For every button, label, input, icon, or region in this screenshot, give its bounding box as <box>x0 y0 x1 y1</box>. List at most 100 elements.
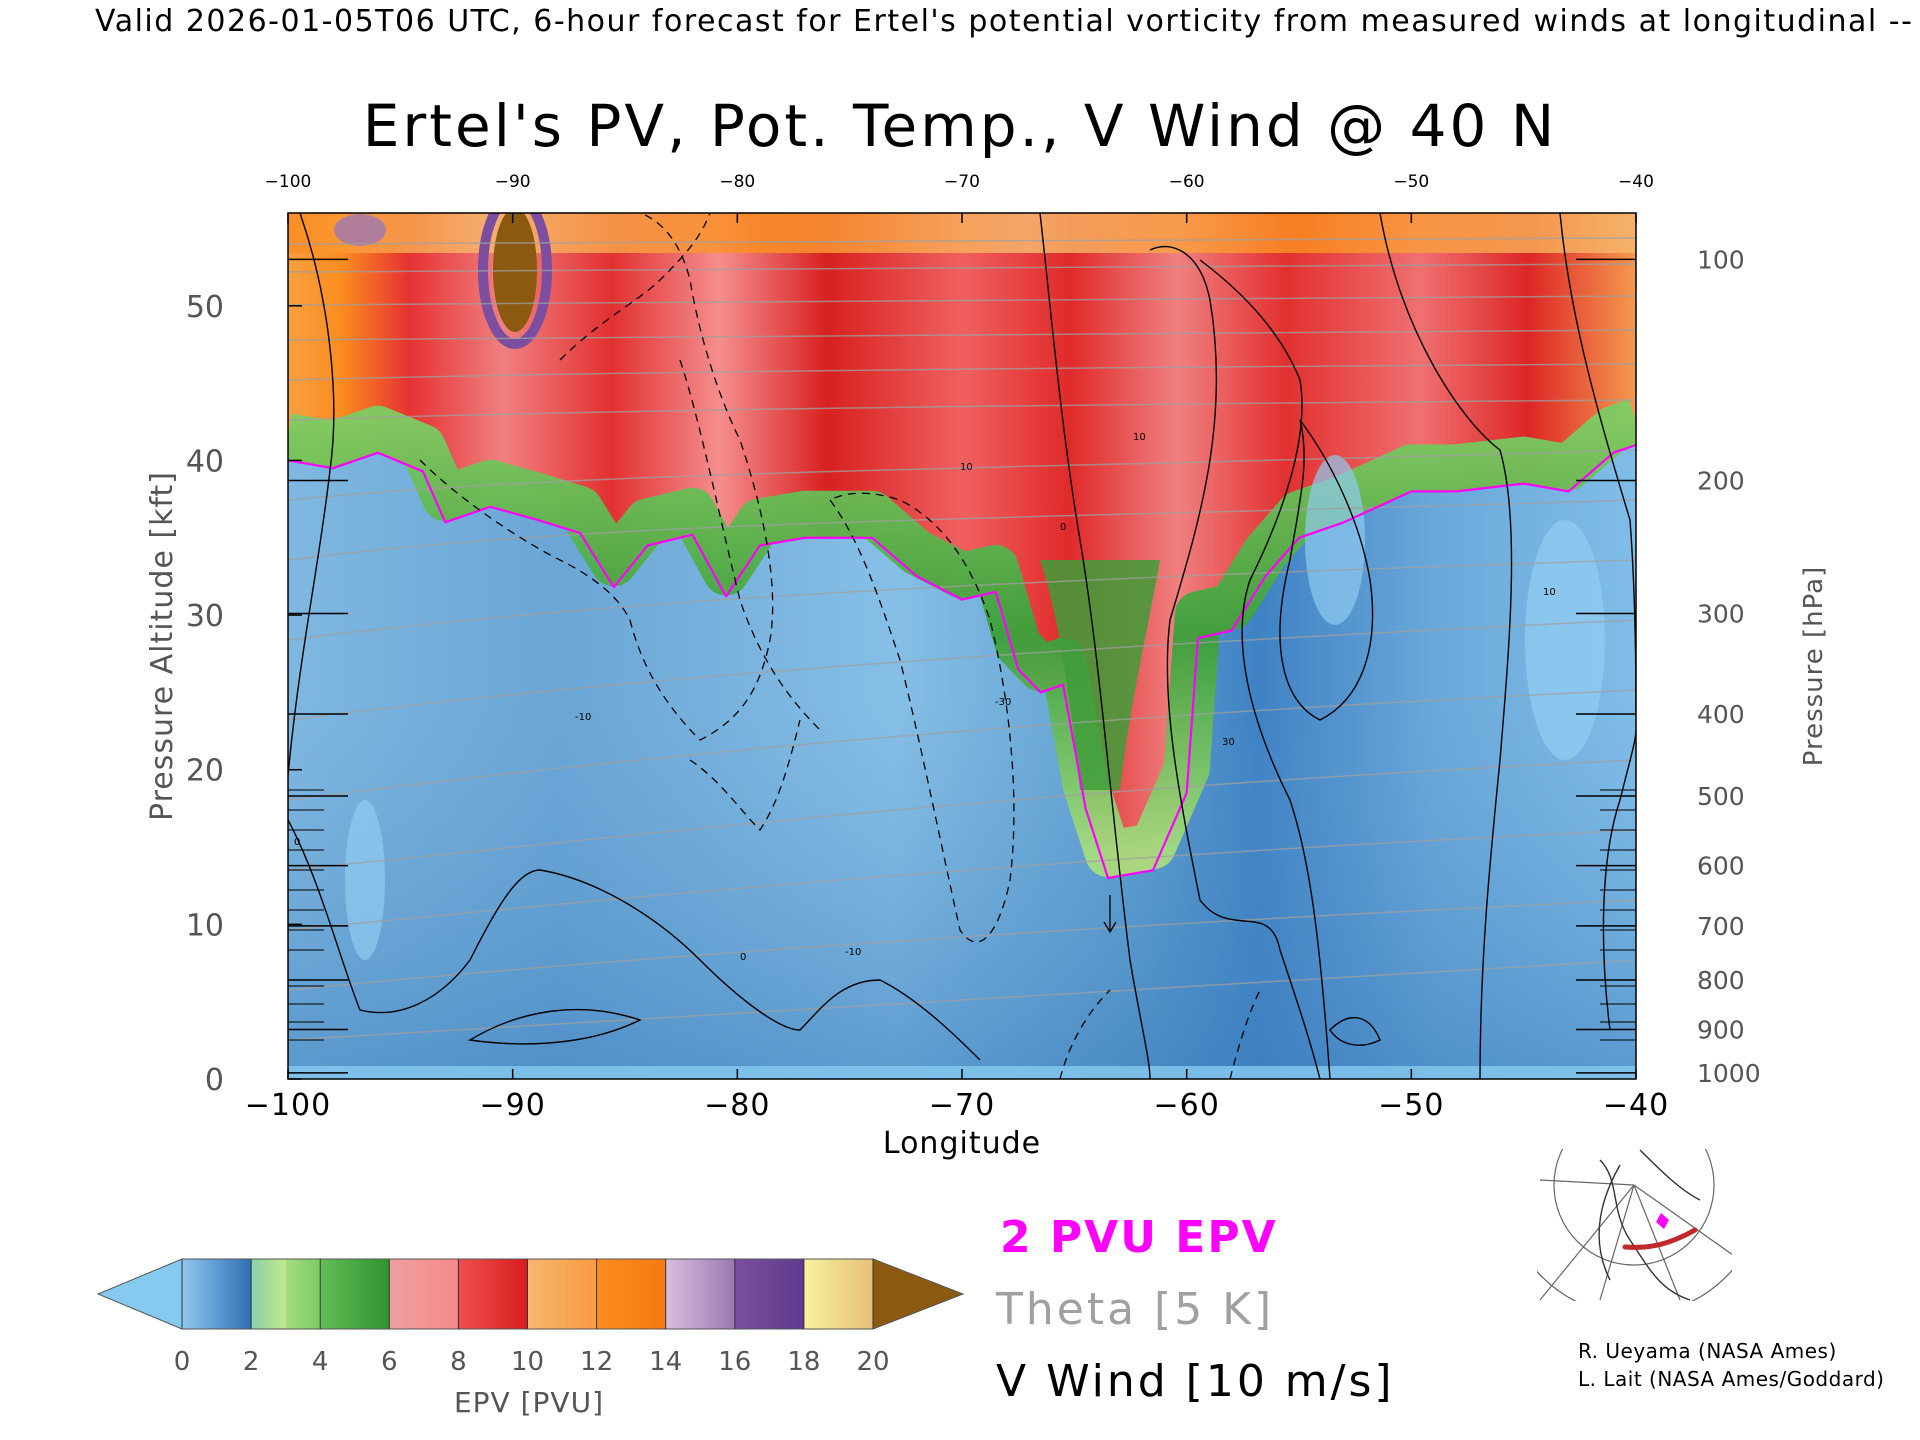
x-tick-label: −100 <box>245 1088 331 1123</box>
colorbar-bin <box>596 1259 666 1329</box>
x-tick-label: −50 <box>1378 1088 1444 1123</box>
fold-green-core <box>1040 560 1160 790</box>
legend-vwind: V Wind [10 m/s] <box>996 1356 1395 1407</box>
lower-troposphere-shade <box>288 700 1636 1079</box>
plot-frame <box>287 212 1637 1080</box>
pressure-axis-label: Pressure [hPa] <box>1799 566 1829 767</box>
colorbar-bin <box>458 1259 528 1329</box>
svg-text:30: 30 <box>1222 737 1235 748</box>
map-meridians <box>1539 1179 1732 1301</box>
credit-line-1: R. Ueyama (NASA Ames) <box>1578 1339 1837 1363</box>
legend-theta: Theta [5 K] <box>996 1284 1275 1335</box>
x-tick-label: −60 <box>1154 1088 1220 1123</box>
credit-line-2: L. Lait (NASA Ames/Goddard) <box>1578 1367 1885 1391</box>
colorbar-tick-labels: 0 2 4 6 8 10 12 14 16 18 20 <box>174 1259 890 1377</box>
svg-text:0: 0 <box>1060 522 1066 533</box>
svg-text:0: 0 <box>294 837 300 848</box>
svg-text:0: 0 <box>740 952 746 963</box>
colorbar-tick-label: 2 <box>243 1347 260 1377</box>
colorbar-tick-label: 12 <box>580 1347 613 1377</box>
y-tick-label: 10 <box>186 908 224 943</box>
pressure-tick-label: 300 <box>1697 600 1745 629</box>
pv-2pvu-contour <box>288 443 1636 880</box>
x-tick-label-top: −40 <box>1618 172 1654 192</box>
x-tick-label: −90 <box>480 1088 546 1123</box>
colorbar-bin <box>251 1259 286 1329</box>
wind-contour-labels: 0 0 0 10 10 30 10 -30 -10 -10 <box>294 432 1556 963</box>
map-latitude-circle <box>1553 1149 1715 1266</box>
svg-text:10: 10 <box>1543 587 1556 598</box>
pressure-tick-label: 100 <box>1697 245 1745 274</box>
wind-contours-negative <box>419 213 1261 1079</box>
colorbar-tick-label: 16 <box>718 1347 751 1377</box>
colorbar-tick-label: 18 <box>787 1347 820 1377</box>
x-tick-label-top: −50 <box>1393 172 1429 192</box>
x-tick-label-top: −70 <box>944 172 980 192</box>
x-tick-label-top: −80 <box>719 172 755 192</box>
colorbar-bin <box>285 1259 321 1329</box>
colorbar-under-arrow <box>96 1258 183 1330</box>
pressure-tick-label: 500 <box>1697 782 1745 811</box>
x-axis-ticks: −100 −100 −90 −90 −80 −80 −70 −70 −60 −60 −50 −50 −4… <box>245 172 1669 1123</box>
y-tick-label: 20 <box>186 754 224 789</box>
svg-text:10: 10 <box>960 462 973 473</box>
wind-arrow-icon <box>1103 895 1117 934</box>
colorbar-bin <box>320 1259 390 1329</box>
colorbar-tick-label: 6 <box>381 1347 398 1377</box>
plot-area: 0 0 0 10 10 30 10 -30 -10 -10 −100 −100 −9… <box>186 172 1761 1123</box>
pressure-tick-label: 1000 <box>1697 1059 1761 1088</box>
colorbar-bins <box>182 1259 873 1329</box>
colorbar-bin <box>389 1259 459 1329</box>
x-tick-label: −40 <box>1603 1088 1669 1123</box>
colorbar-tick-label: 8 <box>450 1347 467 1377</box>
colorbar-bin <box>665 1259 735 1329</box>
x-tick-label-top: −60 <box>1169 172 1205 192</box>
colorbar-tick-label: 20 <box>856 1347 889 1377</box>
colorbar-bin <box>803 1259 873 1329</box>
colorbar-label: EPV [PVU] <box>454 1386 604 1419</box>
light-blue-patch <box>1525 520 1605 760</box>
pressure-minor-ticks <box>288 789 1636 1041</box>
y-tick-label: 0 <box>205 1063 224 1098</box>
y-tick-label: 30 <box>186 599 224 634</box>
y-tick-label: 40 <box>186 444 224 479</box>
light-blue-patch <box>1305 455 1365 625</box>
y-axis-ticks: 0 10 20 30 40 50 <box>186 290 302 1098</box>
colorbar-bin <box>182 1259 252 1329</box>
x-tick-label-top: −100 <box>265 172 312 192</box>
legend-2pvu: 2 PVU EPV <box>1000 1212 1278 1263</box>
svg-text:-30: -30 <box>995 697 1011 708</box>
colorbar: 0 2 4 6 8 10 12 14 16 18 20 EPV [PVU] <box>96 1258 965 1419</box>
colorbar-bin <box>527 1259 597 1329</box>
pressure-tick-label: 800 <box>1697 966 1745 995</box>
colorbar-tick-label: 14 <box>649 1347 682 1377</box>
epv-heatmap <box>288 213 1636 1079</box>
pressure-tick-label: 900 <box>1697 1016 1745 1045</box>
colorbar-tick-label: 10 <box>511 1347 544 1377</box>
x-tick-label: −70 <box>929 1088 995 1123</box>
svg-text:10: 10 <box>1133 432 1146 443</box>
map-location-marker <box>1656 1213 1669 1229</box>
pressure-tick-label: 400 <box>1697 700 1745 729</box>
map-coastlines <box>1598 1149 1701 1301</box>
purple-patch <box>334 214 386 246</box>
light-blue-patch <box>345 800 385 960</box>
x-tick-label-top: −90 <box>495 172 531 192</box>
chart-title: Ertel's PV, Pot. Temp., V Wind @ 40 N <box>362 92 1558 160</box>
locator-map <box>1537 1149 1732 1301</box>
colorbar-bin <box>734 1259 804 1329</box>
header-text: Valid 2026-01-05T06 UTC, 6-hour forecast… <box>95 4 1920 39</box>
y-tick-label: 50 <box>186 290 224 325</box>
colorbar-over-arrow <box>872 1258 965 1330</box>
svg-text:-10: -10 <box>845 947 861 958</box>
map-track-line <box>1622 1227 1698 1250</box>
colorbar-tick-label: 0 <box>174 1347 191 1377</box>
colorbar-tick-label: 4 <box>312 1347 329 1377</box>
x-tick-label: −80 <box>704 1088 770 1123</box>
pressure-tick-label: 700 <box>1697 912 1745 941</box>
pressure-tick-label: 200 <box>1697 467 1745 496</box>
y-axis-label: Pressure Altitude [kft] <box>145 471 180 821</box>
pressure-tick-label: 600 <box>1697 852 1745 881</box>
